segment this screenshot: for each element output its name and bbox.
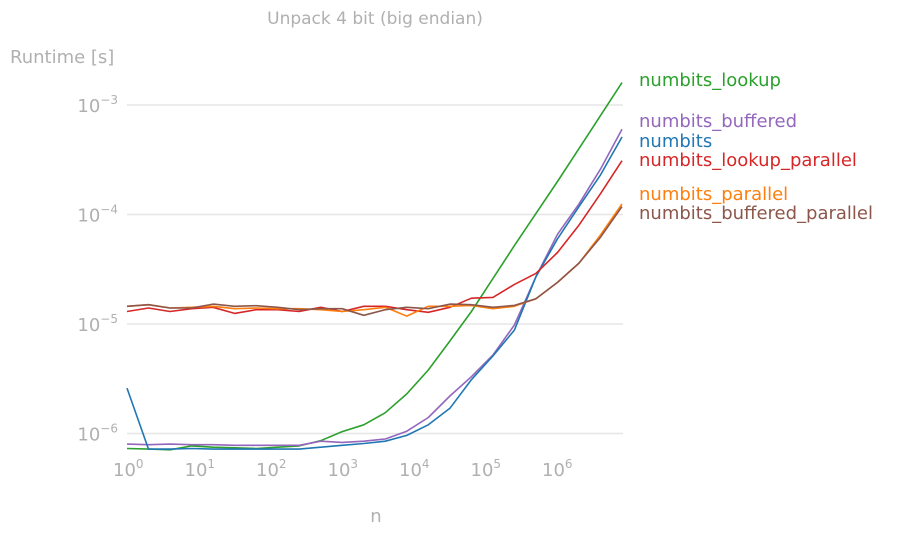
- series-line-numbits-lookup-parallel: [126, 160, 623, 315]
- x-axis-label: n: [370, 506, 381, 527]
- series-label-numbits-buffered-parallel: numbits_buffered_parallel: [639, 203, 873, 224]
- series-line-numbits-parallel: [126, 203, 623, 317]
- series-label-numbits-buffered: numbits_buffered: [639, 111, 797, 132]
- x-tick-label-4: 104: [399, 457, 430, 481]
- series-line-numbits: [126, 136, 623, 450]
- series-label-numbits: numbits: [639, 131, 712, 152]
- x-tick-label-1: 101: [185, 457, 216, 481]
- x-tick-label-0: 100: [113, 457, 144, 481]
- series-line-numbits-lookup: [126, 82, 623, 451]
- y-tick-label-0: 10−6: [77, 422, 118, 446]
- series-labels: numbits_lookupnumbits_bufferednumbitsnum…: [639, 70, 873, 224]
- series-label-numbits-parallel: numbits_parallel: [639, 184, 788, 205]
- x-tick-label-5: 105: [471, 457, 502, 481]
- y-tick-label-3: 10−3: [77, 93, 118, 117]
- x-tick-labels: 100 101 102 103 104 105 106: [113, 457, 573, 481]
- series-label-numbits-lookup: numbits_lookup: [639, 70, 781, 91]
- series-label-numbits-lookup-parallel: numbits_lookup_parallel: [639, 150, 857, 171]
- x-tick-label-6: 106: [542, 457, 573, 481]
- chart-title: Unpack 4 bit (big endian): [267, 9, 483, 29]
- y-tick-labels: 10−6 10−5 10−4 10−3: [77, 93, 118, 446]
- y-axis-label: Runtime [s]: [10, 47, 114, 68]
- x-tick-label-2: 102: [256, 457, 287, 481]
- series-line-numbits-buffered-parallel: [126, 206, 623, 317]
- series-line-numbits-buffered: [126, 128, 623, 447]
- grid: [127, 104, 623, 435]
- y-tick-label-2: 10−4: [77, 203, 118, 227]
- series-lines: [126, 82, 623, 451]
- y-tick-label-1: 10−5: [77, 312, 118, 336]
- x-tick-label-3: 103: [328, 457, 359, 481]
